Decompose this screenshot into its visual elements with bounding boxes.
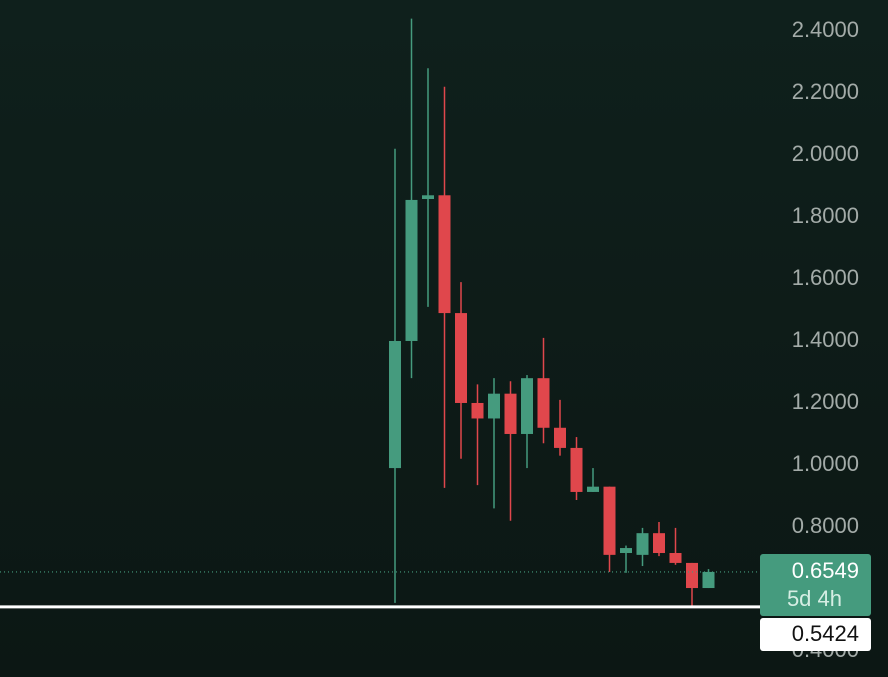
candle-body [554, 427, 566, 448]
candle-body [504, 393, 517, 434]
candle-body [521, 378, 533, 434]
y-tick-label: 2.0000 [792, 141, 859, 166]
candle-body [653, 533, 665, 554]
marked-price-box [760, 618, 871, 651]
y-tick-label: 1.0000 [792, 451, 859, 476]
candle-body [669, 553, 682, 563]
last-price-box [760, 554, 871, 616]
candle-body [702, 571, 715, 589]
candle-body [587, 486, 599, 492]
candle-body [570, 447, 583, 492]
y-tick-label: 1.6000 [792, 265, 859, 290]
candle-body [603, 486, 616, 555]
y-tick-label: 2.4000 [792, 17, 859, 42]
candle-body [422, 195, 434, 200]
candle-body [455, 313, 467, 403]
candle-body [438, 195, 451, 314]
candle-body [488, 393, 500, 419]
candle-body [389, 340, 401, 469]
candle-body [620, 548, 632, 554]
y-tick-label: 1.4000 [792, 327, 859, 352]
y-tick-label: 1.2000 [792, 389, 859, 414]
candle-body [471, 402, 484, 419]
y-tick-label: 2.2000 [792, 79, 859, 104]
candle-body [686, 562, 698, 589]
marked-price-label: 0.5424 [792, 621, 859, 646]
countdown-label: 5d 4h [787, 586, 842, 611]
candle-body [537, 378, 550, 428]
candle-body [405, 199, 418, 341]
last-price-label: 0.6549 [792, 558, 859, 583]
y-tick-label: 1.8000 [792, 203, 859, 228]
candle-body [636, 533, 649, 555]
y-tick-label: 0.8000 [792, 513, 859, 538]
